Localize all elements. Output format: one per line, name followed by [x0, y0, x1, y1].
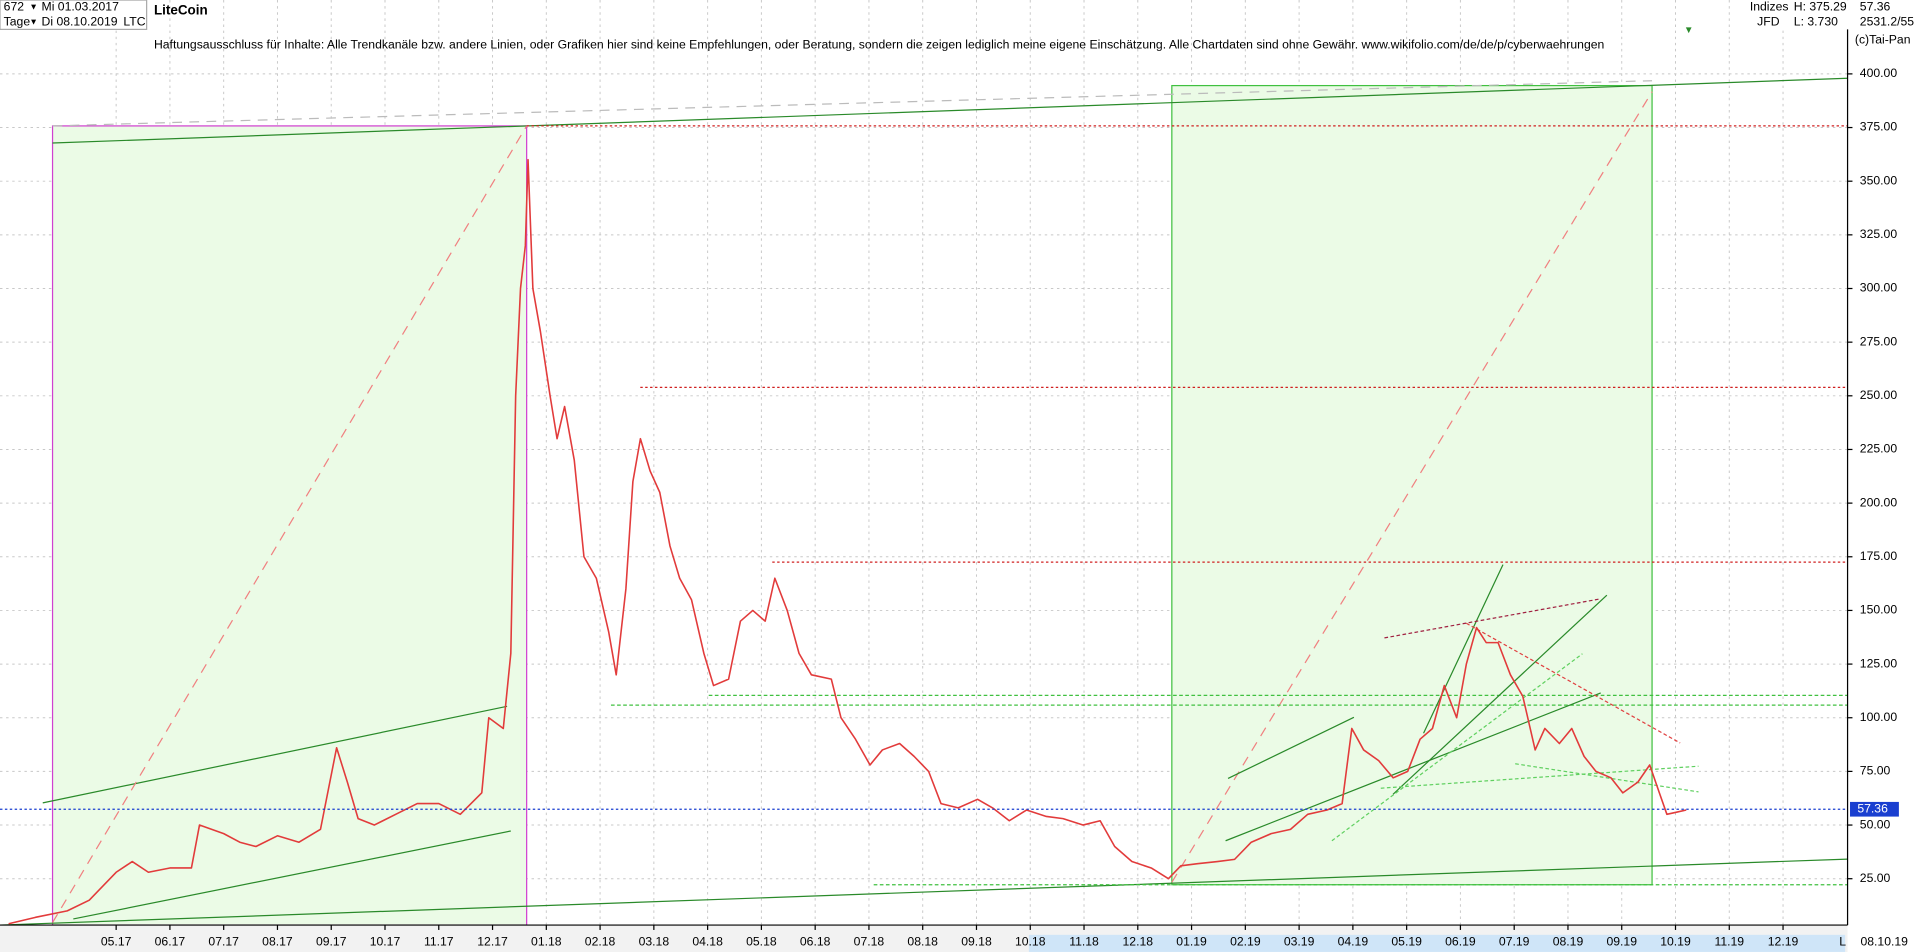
- count[interactable]: 672: [4, 0, 25, 14]
- low: L: 3.730: [1794, 14, 1838, 28]
- header-box: [0, 0, 148, 30]
- x-tick-label: 12.18: [1123, 934, 1154, 948]
- x-tick-label: 03.18: [639, 934, 670, 948]
- trend-line: [1227, 716, 1355, 779]
- y-tick-label: 250.00: [1860, 388, 1898, 402]
- x-tick-label: 05.17: [101, 934, 132, 948]
- y-tick-label: 50.00: [1860, 817, 1891, 831]
- marker: ▼: [1684, 25, 1694, 36]
- trend-line: [1392, 594, 1608, 795]
- x-tick-label: 08.17: [262, 934, 293, 948]
- trend-line: [0, 858, 1848, 926]
- y-tick-label: 200.00: [1860, 495, 1898, 509]
- x-tick-label: 06.17: [155, 934, 186, 948]
- y-tick-label: 325.00: [1860, 227, 1898, 241]
- end-date-label: 08.10.19: [1860, 934, 1908, 948]
- last: 57.36: [1860, 0, 1891, 14]
- info-box: [1744, 0, 1916, 30]
- x-tick-label: 05.18: [746, 934, 777, 948]
- source: (c)Tai-Pan: [1855, 33, 1911, 47]
- x-tick-label: 01.19: [1176, 934, 1207, 948]
- x-tick-label: 10.18: [1015, 934, 1046, 948]
- last-price-box: [1850, 801, 1899, 817]
- x-tick-label: 09.17: [316, 934, 347, 948]
- plot-area: [0, 0, 1848, 926]
- trend-line: [1423, 564, 1504, 734]
- y-tick-label: 75.00: [1860, 764, 1891, 778]
- end-date: Di 08.10.2019: [42, 14, 118, 28]
- y-tick-label: 375.00: [1860, 120, 1898, 134]
- x-tick-label: 06.19: [1445, 934, 1476, 948]
- period[interactable]: Tage: [4, 14, 31, 28]
- disclaimer: Haftungsausschluss für Inhalte: Alle Tre…: [154, 37, 1604, 51]
- x-tick-label: 11.17: [424, 934, 454, 948]
- y-tick-label: 25.00: [1860, 871, 1891, 885]
- x-tick-label: 02.19: [1230, 934, 1261, 948]
- dropdown-arrow[interactable]: ▼: [29, 16, 37, 26]
- y-tick-label: 300.00: [1860, 281, 1898, 295]
- x-tick-label: 01.18: [531, 934, 562, 948]
- price-line: [8, 158, 1687, 925]
- y-tick-label: 150.00: [1860, 603, 1898, 617]
- x-tick-label: 09.19: [1606, 934, 1637, 948]
- x-tick-label: 09.18: [961, 934, 992, 948]
- x-tick-label: 12.17: [477, 934, 508, 948]
- y-tick-label: 125.00: [1860, 656, 1898, 670]
- x-tick-label: 03.19: [1284, 934, 1315, 948]
- trend-line: [42, 705, 508, 804]
- market: Indizes: [1750, 0, 1789, 14]
- last-price-label: 57.36: [1857, 801, 1888, 815]
- y-tick-label: 350.00: [1860, 173, 1898, 187]
- right-axis-panel: [1847, 0, 1916, 952]
- x-axis-highlight: [1028, 934, 1846, 952]
- y-tick-label: 100.00: [1860, 710, 1898, 724]
- volume: 2531.2/55: [1860, 14, 1915, 28]
- diagonal: [1171, 91, 1653, 883]
- x-tick-label: 04.18: [692, 934, 723, 948]
- x-tick-label: 10.19: [1660, 934, 1691, 948]
- y-tick-label: 275.00: [1860, 334, 1898, 348]
- y-tick-label: 175.00: [1860, 549, 1898, 563]
- exchange: JFD: [1757, 14, 1780, 28]
- x-tick-label: 11.18: [1069, 934, 1099, 948]
- trend-line: [1515, 763, 1699, 793]
- x-tick-label: 10.17: [370, 934, 401, 948]
- symbol: LTC: [123, 14, 145, 28]
- trend-line: [1225, 692, 1601, 842]
- high: H: 375.29: [1794, 0, 1847, 14]
- x-tick-label: 07.19: [1499, 934, 1530, 948]
- x-tick-label: 06.18: [800, 934, 831, 948]
- mode[interactable]: L: [1839, 934, 1846, 948]
- x-tick-label: 07.17: [208, 934, 239, 948]
- x-tick-label: 08.19: [1553, 934, 1584, 948]
- x-tick-label: 04.19: [1338, 934, 1369, 948]
- x-tick-label: 02.18: [585, 934, 616, 948]
- trend-line: [73, 830, 511, 920]
- trend-line: [1466, 622, 1681, 744]
- diagonal: [52, 125, 528, 923]
- x-tick-label: 08.18: [907, 934, 938, 948]
- dropdown-arrow[interactable]: ▼: [29, 2, 37, 12]
- y-tick-label: 225.00: [1860, 442, 1898, 456]
- x-tick-label: 11.19: [1714, 934, 1744, 948]
- start-date: Mi 01.03.2017: [42, 0, 120, 14]
- trend-line: [52, 77, 1848, 144]
- x-tick-label: 05.19: [1391, 934, 1422, 948]
- x-tick-label: 07.18: [854, 934, 885, 948]
- chart-title: LiteCoin: [154, 3, 208, 18]
- x-tick-label: 12.19: [1768, 934, 1799, 948]
- range-box: [1171, 84, 1653, 886]
- y-tick-label: 400.00: [1860, 66, 1898, 80]
